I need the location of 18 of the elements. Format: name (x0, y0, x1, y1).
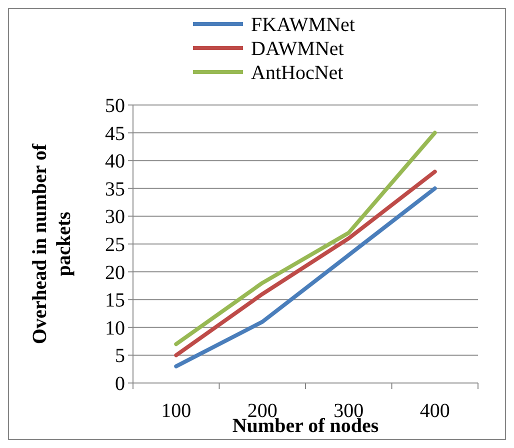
y-tick-label: 45 (105, 122, 125, 145)
y-tick-label: 25 (105, 234, 125, 256)
x-tick-label: 400 (420, 400, 450, 422)
y-tick-label: 10 (105, 317, 125, 340)
y-tick-label: 30 (105, 206, 125, 228)
line-series (174, 130, 437, 346)
y-tick-label: 5 (115, 345, 125, 368)
y-tick-label: 20 (105, 262, 125, 284)
y-tick-label: 0 (115, 373, 125, 395)
legend-label: AntHocNet (251, 62, 344, 84)
y-axis-title: Overhead in number of packets (29, 144, 75, 344)
x-tick-label: 100 (161, 400, 192, 422)
y-tick-label: 35 (105, 178, 125, 200)
legend-label: DAWMNet (251, 38, 344, 60)
legend-label: FKAWMNet (251, 14, 356, 36)
y-tick-label: 40 (105, 150, 125, 173)
y-tick-label: 50 (105, 95, 125, 117)
y-tick-label: 15 (105, 290, 125, 312)
